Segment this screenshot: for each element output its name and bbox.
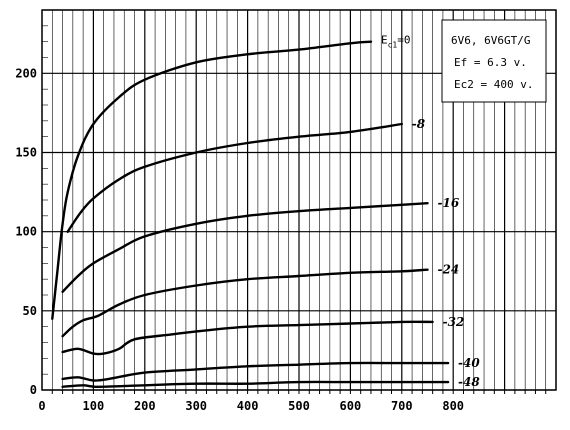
curve-label-4: -32	[443, 315, 465, 329]
x-tick-label: 800	[442, 399, 464, 413]
info-box: 6V6, 6V6GT/G Ef = 6.3 v. Ec2 = 400 v.	[441, 19, 547, 103]
condition-filament: Ef = 6.3 v.	[454, 56, 527, 69]
curve-label-1: -8	[412, 117, 426, 131]
curves	[51, 40, 450, 388]
x-tick-label: 0	[38, 399, 45, 413]
legend-prefix-sub: c1	[388, 41, 398, 50]
x-tick-label: 100	[83, 399, 105, 413]
y-tick-label: 100	[15, 225, 37, 239]
legend-prefix-e: E	[381, 34, 388, 47]
tick-labels: 0 100 200 300 400 500 600 700 800 0 50 100 150 200	[15, 66, 464, 413]
curve-series-2	[61, 202, 429, 293]
curve-label-5: -40	[458, 356, 480, 370]
y-tick-label: 150	[15, 146, 37, 160]
curve-series-1	[66, 122, 403, 233]
x-tick-label: 500	[288, 399, 310, 413]
x-tick-label: 300	[185, 399, 207, 413]
x-tick-label: 400	[237, 399, 259, 413]
tube-label: 6V6, 6V6GT/G	[451, 34, 530, 47]
x-tick-label: 600	[340, 399, 362, 413]
grid	[41, 9, 557, 394]
curve-label-6: -48	[458, 375, 480, 389]
y-tick-label: 50	[23, 304, 37, 318]
curve-series-3	[61, 268, 429, 338]
y-tick-label: 0	[30, 383, 37, 397]
y-tick-label: 200	[15, 66, 37, 80]
curve-series-5	[61, 361, 450, 382]
legend-value: =0	[397, 34, 410, 47]
curve-series-0	[51, 40, 373, 320]
info-box-background	[441, 19, 547, 103]
x-tick-label: 200	[134, 399, 156, 413]
curve-series-4	[61, 320, 434, 356]
curve-label-3: -24	[438, 263, 460, 277]
curve-series-6	[61, 380, 450, 388]
x-tick-label: 700	[391, 399, 413, 413]
curve-label-2: -16	[438, 196, 460, 210]
curve-label-0: Ec1=0	[381, 34, 411, 50]
condition-screen: Ec2 = 400 v.	[454, 78, 533, 91]
curve-labels: Ec1=0 -8 -16 -24 -32 -40 -48	[381, 34, 480, 389]
